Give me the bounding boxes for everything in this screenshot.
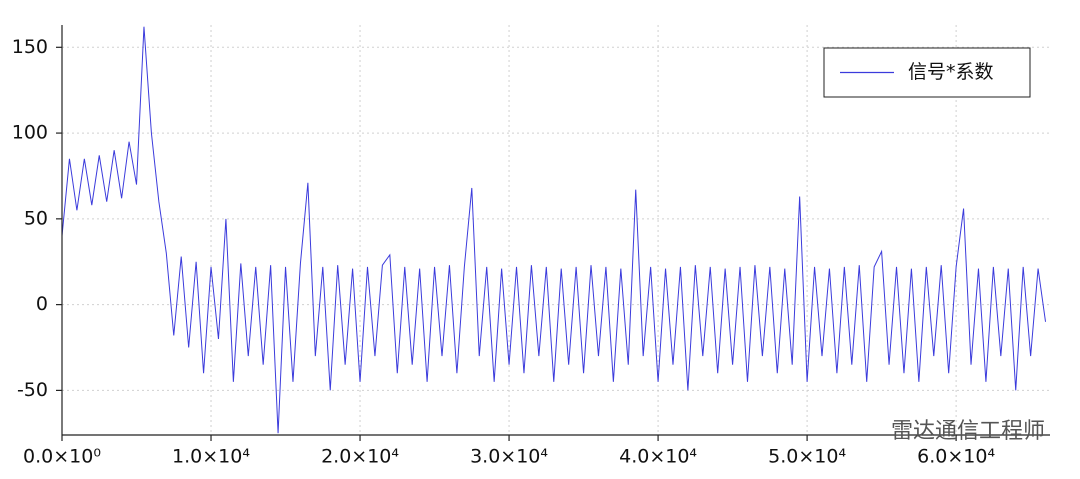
y-tick-label: 150 xyxy=(12,36,48,58)
y-tick-label: 100 xyxy=(12,122,48,144)
x-tick-label: 2.0×10⁴ xyxy=(321,446,399,468)
series-line xyxy=(62,26,1047,434)
y-tick-label: 50 xyxy=(24,207,48,229)
y-tick-label: 0 xyxy=(36,293,48,315)
legend-label: 信号*系数 xyxy=(908,61,994,83)
x-tick-label: 0.0×10⁰ xyxy=(23,446,101,468)
x-tick-label: 6.0×10⁴ xyxy=(917,446,995,468)
x-tick-label: 1.0×10⁴ xyxy=(172,446,250,468)
watermark: 雷达通信工程师 xyxy=(891,419,1045,444)
x-tick-label: 3.0×10⁴ xyxy=(470,446,548,468)
y-tick-label: -50 xyxy=(17,379,48,401)
x-tick-label: 4.0×10⁴ xyxy=(619,446,697,468)
x-tick-label: 5.0×10⁴ xyxy=(768,446,846,468)
